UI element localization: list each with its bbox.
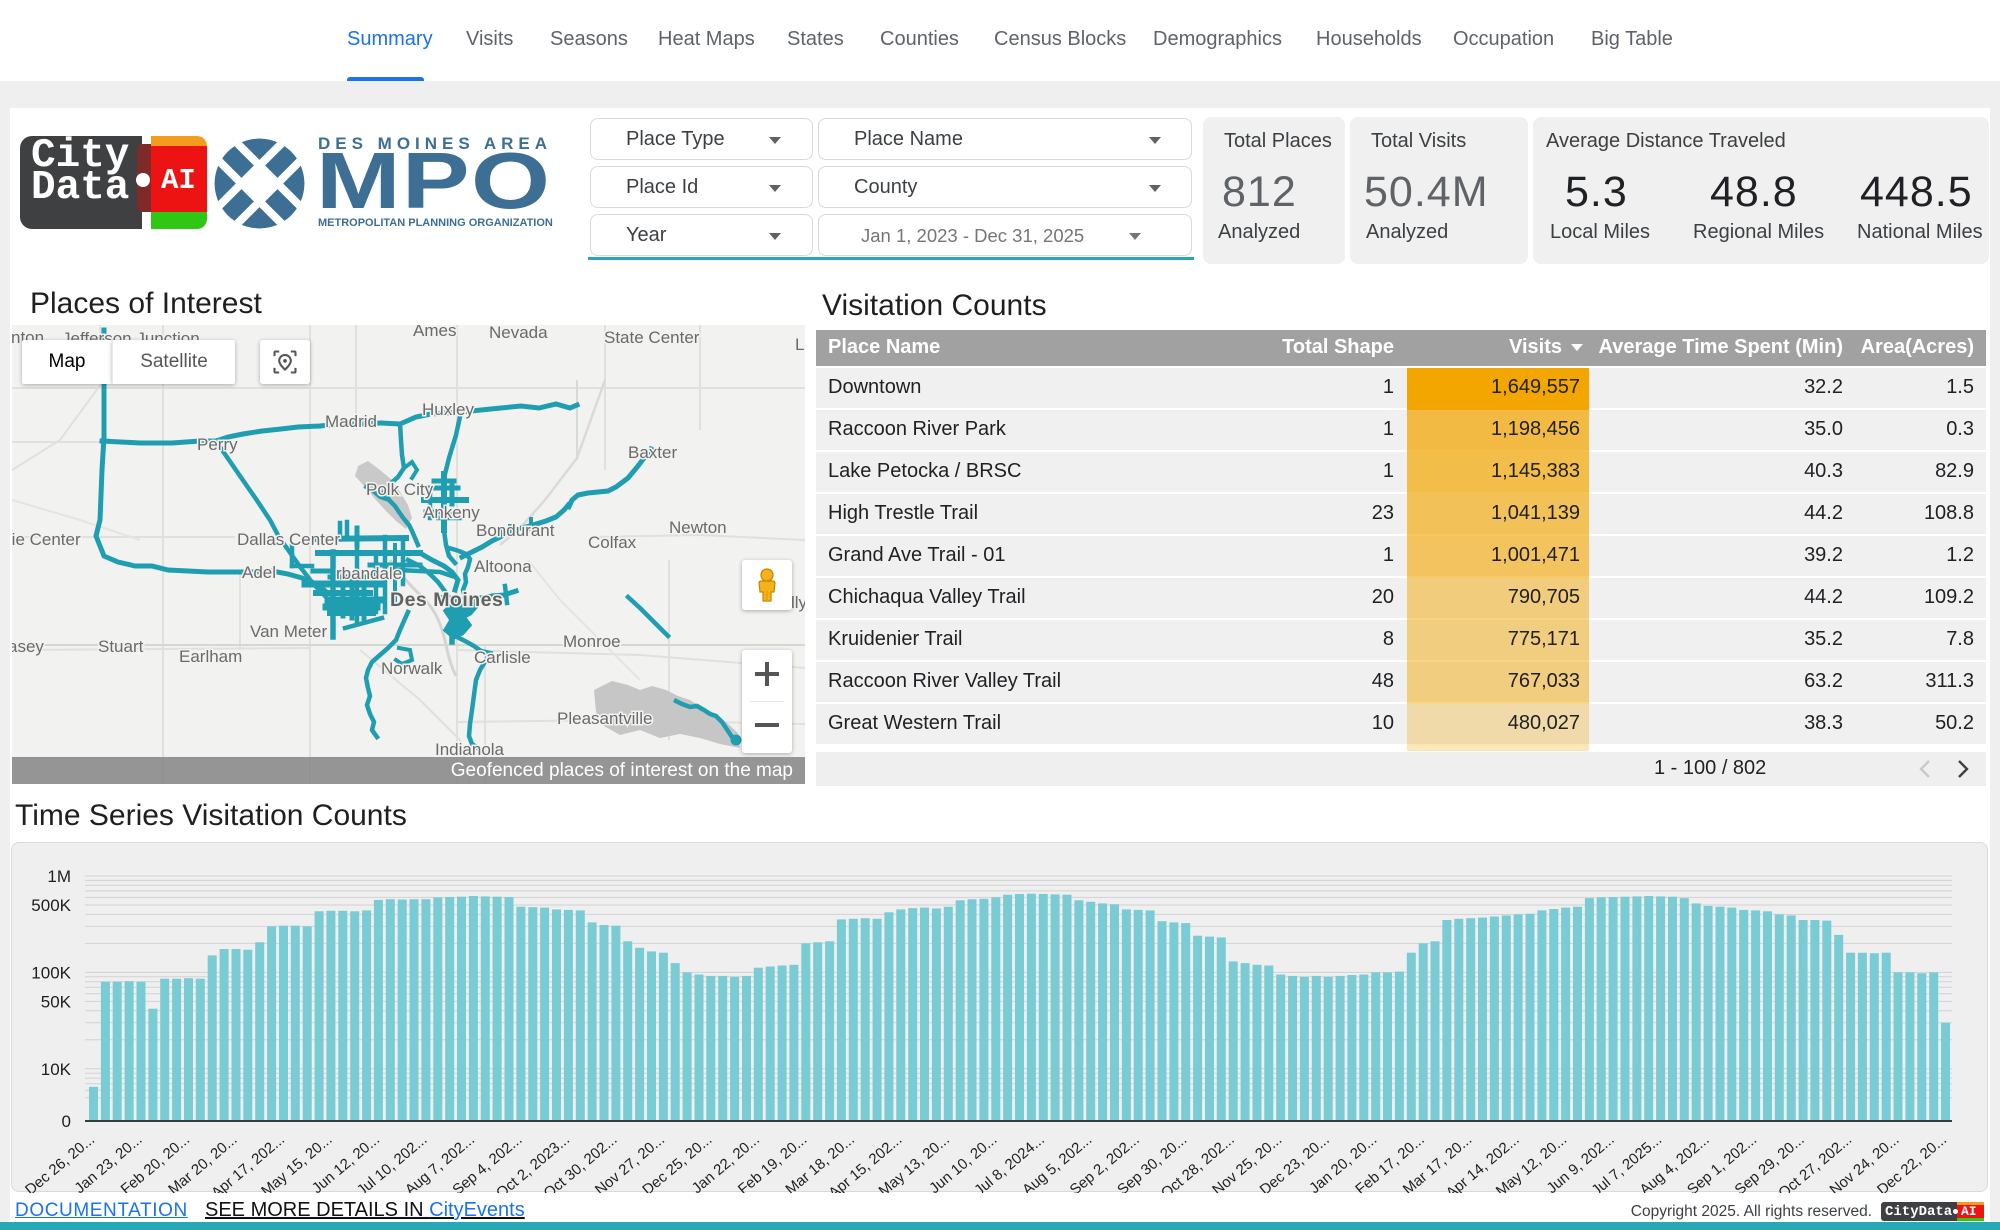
svg-text:Polk City: Polk City [366,480,434,499]
svg-text:Des Moines: Des Moines [390,589,503,611]
svg-text:Indianola: Indianola [435,740,505,759]
svg-text:Perry: Perry [197,435,238,454]
svg-text:10K: 10K [41,1060,72,1079]
svg-text:rie Center: rie Center [12,530,81,549]
svg-text:100K: 100K [31,963,71,982]
svg-text:Pleasantville: Pleasantville [557,709,652,728]
svg-text:Le: Le [795,335,805,354]
svg-text:Baxter: Baxter [628,443,677,462]
svg-text:Huxley: Huxley [422,400,474,419]
svg-text:Norwalk: Norwalk [381,659,443,678]
svg-text:Monroe: Monroe [563,632,621,651]
svg-text:Nevada: Nevada [489,325,548,342]
svg-text:Dallas Center: Dallas Center [237,530,340,549]
svg-text:0: 0 [62,1112,71,1131]
svg-text:Bondurant: Bondurant [476,521,555,540]
svg-text:Ames: Ames [413,325,456,340]
svg-text:Colfax: Colfax [588,533,637,552]
svg-text:State Center: State Center [604,328,700,347]
svg-text:500K: 500K [31,896,71,915]
svg-text:rbandale: rbandale [336,564,402,583]
svg-text:asey: asey [12,637,44,656]
svg-text:Earlham: Earlham [179,647,242,666]
svg-text:Stuart: Stuart [98,637,144,656]
svg-text:Adel: Adel [242,563,276,582]
svg-text:lly: lly [791,593,805,612]
svg-text:Van Meter: Van Meter [250,622,328,641]
svg-text:Madrid: Madrid [325,412,377,431]
svg-text:Newton: Newton [669,518,727,537]
svg-text:Altoona: Altoona [474,557,532,576]
svg-text:1M: 1M [47,867,71,886]
svg-text:50K: 50K [41,992,72,1011]
svg-text:Ankeny: Ankeny [423,503,480,522]
svg-text:Carlisle: Carlisle [474,648,531,667]
